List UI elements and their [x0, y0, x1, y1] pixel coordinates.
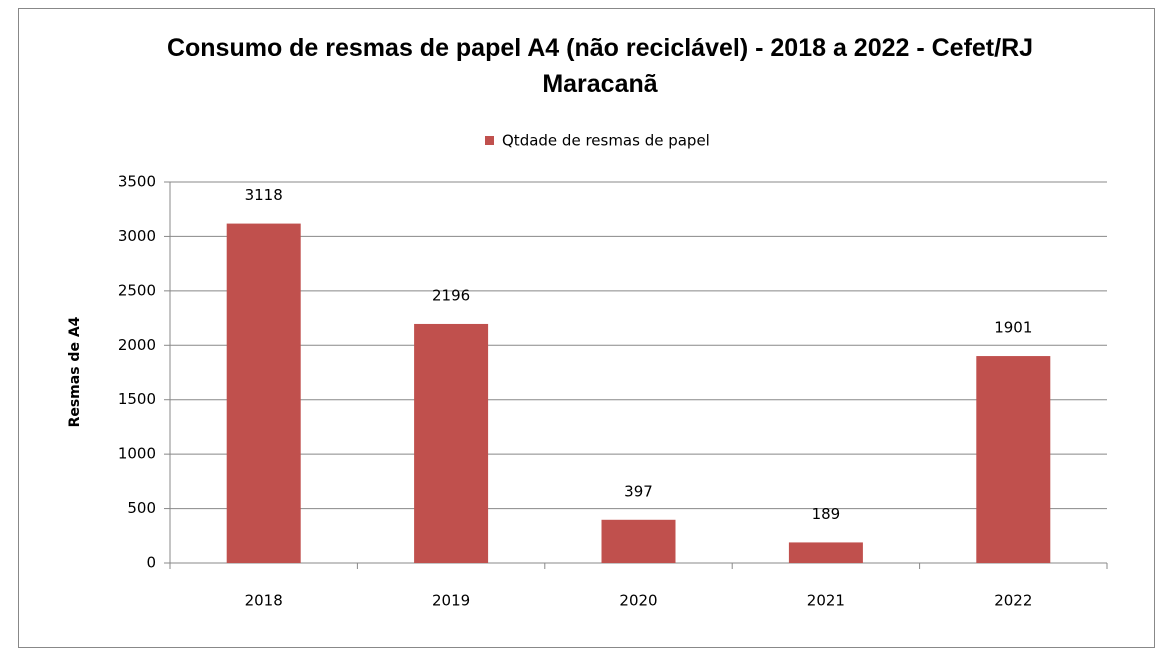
- y-tick-label: 3000: [118, 227, 156, 245]
- data-label: 189: [812, 505, 841, 523]
- y-axis-label: Resmas de A4: [67, 316, 83, 427]
- y-tick-label: 1500: [118, 390, 156, 408]
- y-tick-label: 1000: [118, 445, 156, 463]
- data-label: 397: [624, 482, 653, 500]
- bar: [414, 323, 489, 563]
- bar: [788, 542, 863, 563]
- x-tick-label: 2020: [619, 592, 657, 610]
- y-tick-label: 3500: [118, 173, 156, 191]
- x-tick-label: 2019: [432, 592, 470, 610]
- chart: Resmas de A4 0 500 1000 1500 2000 2500 3000 350…: [67, 132, 1108, 610]
- chart-title: Consumo de resmas de papel A4 (não recic…: [166, 34, 1034, 98]
- bar: [226, 223, 301, 563]
- data-label: 2196: [432, 286, 470, 304]
- y-tick-label: 2000: [118, 336, 156, 354]
- x-tick-label: 2021: [807, 592, 845, 610]
- bar: [976, 356, 1051, 563]
- y-tick-label: 0: [146, 554, 156, 572]
- y-tick-label: 2500: [118, 281, 156, 299]
- y-tick-label: 500: [127, 499, 156, 517]
- bar: [601, 519, 676, 563]
- x-tick-label: 2018: [245, 592, 283, 610]
- data-label: 3118: [245, 186, 283, 204]
- legend-swatch: [485, 136, 494, 145]
- legend-label: Qtdade de resmas de papel: [502, 132, 710, 150]
- page: Consumo de resmas de papel A4 (não recic…: [18, 8, 1155, 648]
- data-label: 1901: [994, 319, 1032, 337]
- x-tick-label: 2022: [994, 592, 1032, 610]
